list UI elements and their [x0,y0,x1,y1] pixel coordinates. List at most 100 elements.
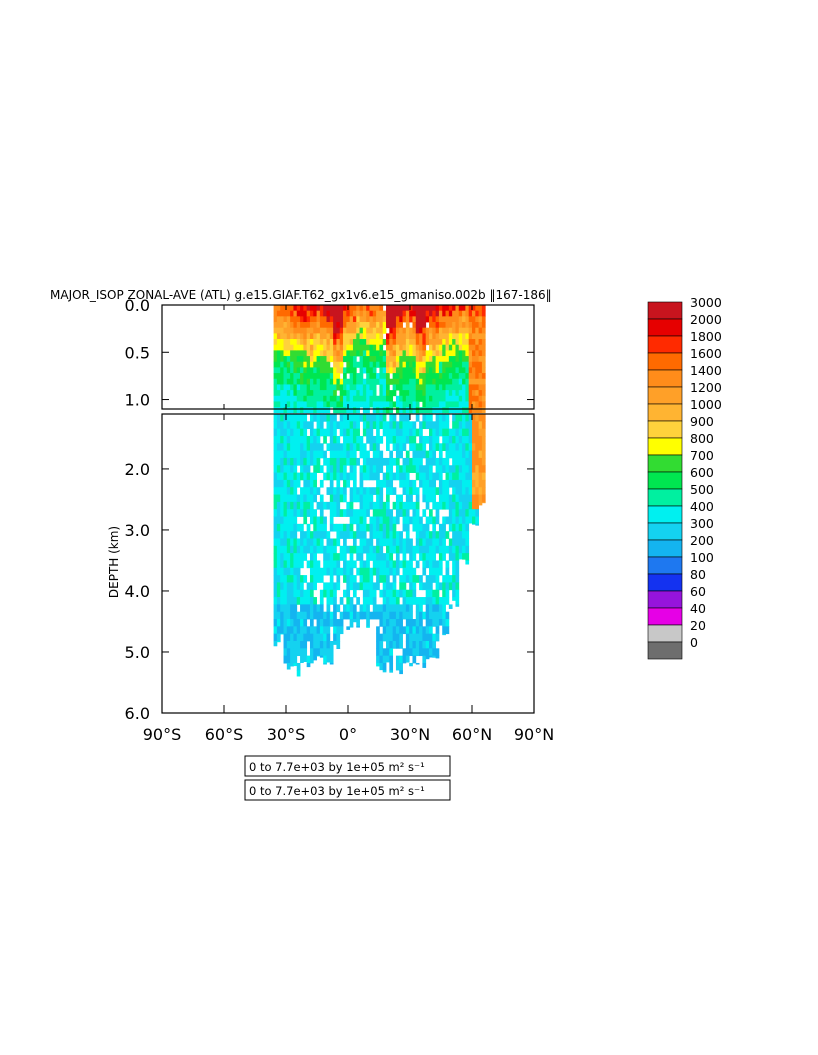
field-cell [319,494,324,503]
field-cell [293,611,298,620]
field-cell [352,560,357,569]
field-cell [316,350,321,357]
field-cell [422,487,427,495]
field-cell [412,395,417,402]
field-cell [343,421,347,430]
field-cell [382,339,387,346]
field-cell [283,361,288,368]
field-cell [386,361,390,368]
field-cell [382,390,387,397]
field-cell [481,333,486,340]
field-cell [455,414,460,422]
field-cell [435,395,440,402]
field-cell [356,339,360,346]
field-cell [405,494,410,503]
field-cell [425,472,430,481]
field-cell [468,378,473,385]
field-cell [458,443,463,452]
colorbar-label: 40 [690,601,706,616]
field-cell [336,619,341,627]
field-cell [369,333,374,340]
field-cell [276,523,281,532]
field-cell [415,457,420,466]
field-cell [382,582,387,591]
field-cell [352,531,357,539]
field-cell [429,361,433,368]
field-cell [336,575,341,583]
field-cell [372,545,377,554]
field-cell [290,378,294,385]
field-cell [369,523,374,532]
field-cell [438,472,443,481]
field-cell [313,633,317,642]
field-cell [276,487,281,495]
field-cell [309,648,314,657]
field-cell [293,575,298,583]
field-cell [468,435,473,444]
field-cell [372,567,377,576]
field-cell [392,626,397,635]
field-cell [399,640,403,649]
field-cell [455,305,460,312]
field-cell [333,611,337,620]
field-cell [452,407,456,414]
field-cell [319,356,324,363]
field-cell [412,516,417,525]
field-cell [478,457,483,466]
field-cell [349,457,354,466]
field-cell [465,538,470,547]
field-cell [386,531,390,539]
field-cell [455,516,460,525]
field-cell [415,333,420,340]
field-cell [333,487,337,495]
field-cell [442,333,446,340]
field-cell [280,333,284,340]
field-cell [475,395,480,402]
colorbar-label: 200 [690,533,714,548]
field-cell [399,344,403,351]
field-cell [293,414,298,422]
field-cell [392,633,397,642]
field-cell [352,465,357,473]
field-cell [293,435,298,444]
field-cell [349,487,354,495]
field-cell [362,465,367,473]
field-cell [306,443,311,452]
field-cell [472,421,476,430]
field-cell [290,582,294,591]
field-cell [316,378,321,385]
field-cell [343,575,347,583]
field-cell [392,350,397,357]
field-cell [438,428,443,437]
field-cell [303,305,308,312]
field-cell [352,450,357,459]
field-cell [481,472,486,481]
field-cell [452,390,456,397]
field-cell [303,575,308,583]
field-cell [276,465,281,473]
field-cell [442,401,446,408]
field-cell [349,384,354,391]
field-cell [333,501,337,510]
field-cell [283,531,288,539]
field-cell [376,604,380,613]
field-cell [329,487,334,495]
field-cell [280,545,284,554]
field-cell [452,465,456,473]
field-cell [432,305,437,312]
field-cell [326,501,331,510]
field-cell [319,516,324,525]
field-cell [336,443,341,452]
field-cell [326,655,331,663]
field-cell [392,597,397,605]
field-cell [296,373,301,380]
field-cell [481,487,486,495]
field-cell [481,407,486,414]
field-cell [432,327,437,334]
field-cell [395,322,400,329]
field-cell [465,435,470,444]
field-cell [372,509,377,517]
field-cell [445,435,450,444]
field-cell [366,626,370,628]
field-cell [402,538,407,547]
